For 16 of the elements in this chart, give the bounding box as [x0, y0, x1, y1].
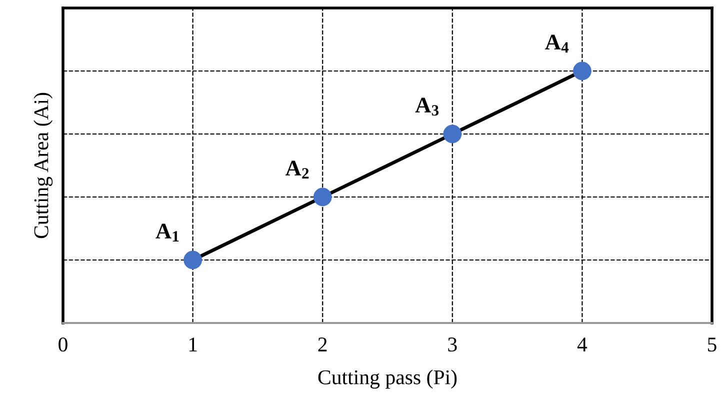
point — [573, 62, 592, 80]
point — [313, 188, 332, 206]
x-tick-label: 4 — [577, 338, 588, 352]
x-tick-label: 5 — [708, 338, 716, 352]
annotation: A$_{2}$ — [285, 160, 309, 178]
point — [184, 250, 202, 270]
y-axis-title: Cutting Area (Ai) — [34, 92, 53, 238]
x-axis-title: Cutting pass (Pi) — [318, 370, 457, 389]
x-tick-label: 0 — [58, 337, 68, 352]
x-tick-label: 1 — [189, 338, 197, 352]
annotation: A$_{1}$ — [156, 224, 179, 242]
annotation: A$_{4}$ — [545, 34, 569, 52]
x-tick-label: 2 — [318, 338, 327, 352]
point — [443, 124, 462, 144]
x-tick-label: 3 — [448, 338, 457, 352]
annotation: A$_{3}$ — [415, 98, 439, 116]
